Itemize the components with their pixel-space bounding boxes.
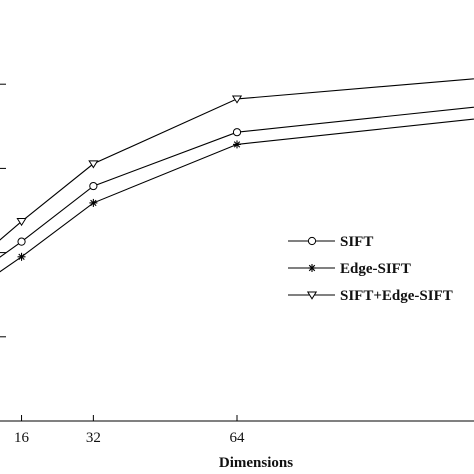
x-tick-label: 32 xyxy=(86,430,101,446)
legend: SIFT Edge-SIFT SIFT+Edge-SIFT xyxy=(288,234,453,304)
data-point xyxy=(89,181,98,191)
data-point xyxy=(89,198,98,207)
data-point xyxy=(88,160,99,169)
data-point xyxy=(231,95,243,104)
x-tick-label: 16 xyxy=(14,430,30,446)
legend-marker xyxy=(307,236,317,246)
x-tick-label: 64 xyxy=(230,430,246,446)
data-point xyxy=(232,128,242,137)
series-line-edge-sift xyxy=(0,118,474,273)
legend-marker xyxy=(308,264,316,272)
legend-label: Edge-SIFT xyxy=(340,261,411,277)
data-point xyxy=(233,140,241,149)
legend-marker xyxy=(306,291,318,300)
data-point xyxy=(17,252,26,261)
legend-label: SIFT xyxy=(340,234,373,250)
x-axis-title: Dimensions xyxy=(219,455,293,471)
data-point xyxy=(16,218,27,227)
legend-label: SIFT+Edge-SIFT xyxy=(340,288,453,304)
data-point xyxy=(17,237,26,246)
